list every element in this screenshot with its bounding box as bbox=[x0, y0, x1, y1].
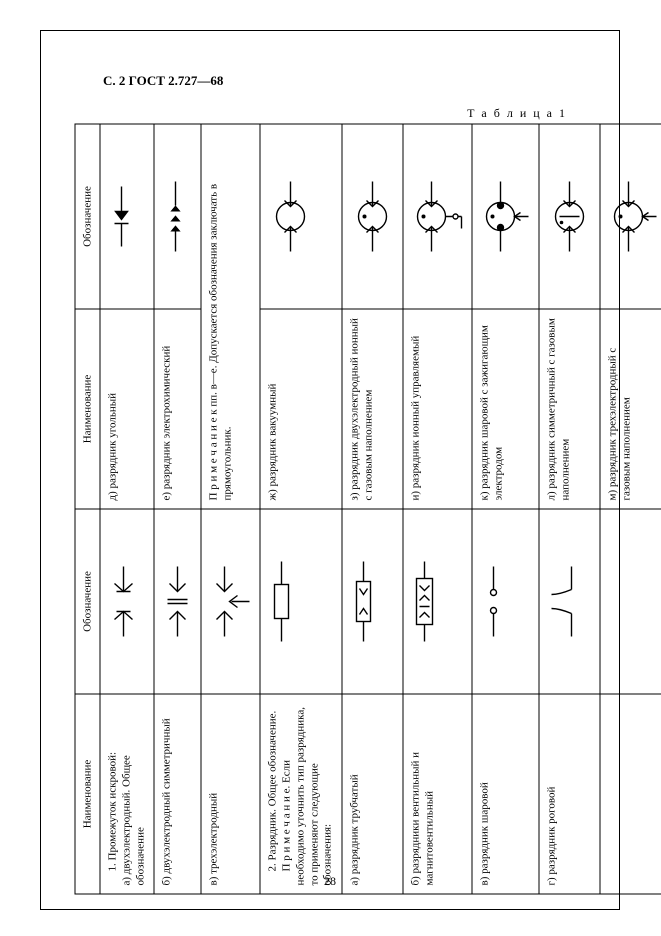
t-2note: П р и м е ч а н и е. Если необходимо уто… bbox=[281, 703, 336, 886]
left-1: 1. Промежуток искровой: а) двухэлектродн… bbox=[100, 694, 154, 894]
ion-2e-arrester-icon bbox=[351, 177, 395, 257]
sym-zh bbox=[260, 124, 342, 309]
sym-2a bbox=[342, 509, 403, 694]
col-header-symbol-2: Обозначение bbox=[75, 124, 100, 309]
tubular-arrester-icon bbox=[351, 557, 377, 647]
right-d: д) разрядник угольный bbox=[100, 309, 154, 509]
sym-1v bbox=[201, 509, 260, 694]
carbon-arrester-icon bbox=[109, 182, 135, 252]
left-1v: в) трехэлектродный bbox=[201, 694, 260, 894]
sym-1a bbox=[100, 509, 154, 694]
t-1: 1. Промежуток искровой: bbox=[107, 703, 121, 886]
rotated-content: Наименование Обозначение Наименование Об… bbox=[75, 124, 661, 895]
col-header-name-1: Наименование bbox=[75, 694, 100, 894]
spark-gap-sym-icon bbox=[163, 562, 193, 642]
table-label: Т а б л и ц а 1 bbox=[467, 106, 567, 121]
spark-gap-3e-icon bbox=[210, 562, 252, 642]
right-m: м) разрядник трехэлектродный с газовым н… bbox=[600, 309, 661, 509]
sym-empty bbox=[600, 509, 661, 694]
right-k: к) разрядник шаровой с зажигающим электр… bbox=[472, 309, 539, 509]
sym-i bbox=[403, 124, 472, 309]
sym-2g bbox=[539, 509, 600, 694]
spark-gap-2e-icon bbox=[109, 562, 139, 642]
t-2: 2. Разрядник. Общее обозначение. bbox=[267, 703, 281, 886]
page-header: С. 2 ГОСТ 2.727—68 bbox=[103, 73, 223, 89]
page-number: 28 bbox=[324, 874, 336, 889]
right-i: и) разрядник ионный управляемый bbox=[403, 309, 472, 509]
left-2a: а) разрядник трубчатый bbox=[342, 694, 403, 894]
right-zh: ж) разрядник вакуумный bbox=[260, 309, 342, 509]
left-2b: б) разрядники вентильный и магнитовентил… bbox=[403, 694, 472, 894]
page-frame: С. 2 ГОСТ 2.727—68 Т а б л и ц а 1 Наиме… bbox=[40, 30, 620, 910]
ion-controlled-arrester-icon bbox=[412, 177, 464, 257]
3e-gas-arrester-icon bbox=[609, 177, 659, 257]
sym-m bbox=[600, 124, 661, 309]
right-note: П р и м е ч а н и е к пп. в—е. Допускает… bbox=[201, 124, 260, 509]
ball-ignite-arrester-icon bbox=[481, 177, 531, 257]
ball-arrester-icon bbox=[481, 562, 507, 642]
left-empty bbox=[600, 694, 661, 894]
t-1a: а) двухэлектродный. Общее обозначение bbox=[120, 703, 148, 886]
standards-table: Наименование Обозначение Наименование Об… bbox=[75, 124, 661, 895]
right-l: л) разрядник симметричный с газовым напо… bbox=[539, 309, 600, 509]
col-header-symbol-1: Обозначение bbox=[75, 509, 100, 694]
sym-2v bbox=[472, 509, 539, 694]
right-z: з) разрядник двухэлектродный ионный с га… bbox=[342, 309, 403, 509]
sym-1b bbox=[154, 509, 201, 694]
left-1b: б) двухэлектродный симметричный bbox=[154, 694, 201, 894]
electrochem-arrester-icon bbox=[163, 177, 189, 257]
sym-k bbox=[472, 124, 539, 309]
left-2: 2. Разрядник. Общее обозначение. П р и м… bbox=[260, 694, 342, 894]
arrester-general-icon bbox=[269, 557, 295, 647]
sym-d bbox=[100, 124, 154, 309]
valve-arrester-icon bbox=[412, 557, 438, 647]
symmetric-gas-arrester-icon bbox=[548, 177, 592, 257]
left-2v: в) разрядник шаровой bbox=[472, 694, 539, 894]
right-e: е) разрядник электрохимический bbox=[154, 309, 201, 509]
sym-l bbox=[539, 124, 600, 309]
sym-2b bbox=[403, 509, 472, 694]
col-header-name-2: Наименование bbox=[75, 309, 100, 509]
sym-z bbox=[342, 124, 403, 309]
horn-arrester-icon bbox=[548, 562, 578, 642]
sym-2 bbox=[260, 509, 342, 694]
sym-e bbox=[154, 124, 201, 309]
left-2g: г) разрядник роговой bbox=[539, 694, 600, 894]
vacuum-arrester-icon bbox=[269, 177, 313, 257]
